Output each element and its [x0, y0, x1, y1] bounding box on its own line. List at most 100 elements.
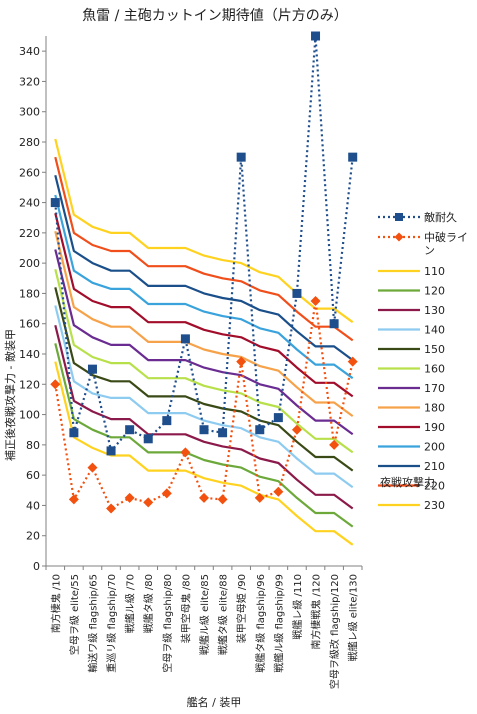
legend-marker: [395, 213, 403, 221]
legend-label: 中破ライン: [424, 230, 468, 257]
series-line: [54, 361, 354, 546]
x-tick-label: 輸送ワ級 flagship/65: [86, 574, 99, 673]
x-tick-label: 空母ヲ級 flagship/80: [161, 574, 174, 673]
y-tick-label: 240: [19, 197, 40, 210]
legend-label: 170: [424, 382, 445, 395]
data-point: [180, 334, 190, 344]
data-point: [199, 425, 209, 435]
series-line: [54, 324, 354, 510]
y-axis-label: 補正後夜戦攻撃力 - 敵装甲: [3, 329, 17, 461]
y-tick-label: 180: [19, 287, 40, 300]
data-point: [310, 296, 321, 306]
series-line: [54, 231, 354, 417]
series-line: [54, 194, 354, 380]
x-tick-label: 空母ヲ級 elite/55: [68, 574, 81, 655]
data-point: [106, 503, 117, 514]
x-axis-label: 艦名 / 装甲: [187, 695, 242, 709]
data-point: [143, 497, 154, 508]
y-tick-label: 100: [19, 409, 40, 422]
legend-marker: [394, 232, 404, 242]
data-point: [161, 488, 172, 499]
data-point: [273, 486, 284, 497]
x-tick-label: 戦艦ル級 flagship/99: [272, 574, 285, 673]
y-tick-label: 60: [26, 469, 40, 482]
x-tick-label: 戦艦ル級 elite/85: [198, 574, 211, 655]
legend-label: 190: [424, 421, 445, 434]
series-line: [54, 343, 354, 528]
data-point: [50, 379, 61, 390]
data-point: [217, 494, 228, 505]
legend-label: 敵耐久: [424, 211, 457, 224]
x-tick-label: 戦艦レ級 elite/130: [347, 574, 360, 661]
data-point: [106, 446, 116, 456]
series-line: [54, 305, 354, 489]
y-tick-label: 80: [26, 439, 40, 452]
data-point: [87, 364, 97, 374]
data-point: [143, 434, 153, 444]
y-tick-label: 40: [26, 499, 40, 512]
legend-label: 220: [424, 480, 445, 493]
y-tick-label: 300: [19, 106, 40, 119]
x-tick-label: 装甲空母姫 /90: [235, 574, 248, 643]
x-tick-label: 重巡リ級 flagship/70: [105, 574, 118, 673]
data-point: [68, 494, 79, 505]
data-point: [292, 288, 302, 298]
series-line: [54, 156, 354, 342]
data-point: [254, 492, 265, 503]
y-tick-label: 120: [19, 378, 40, 391]
series-line: [54, 138, 354, 324]
data-point: [329, 439, 340, 450]
data-point: [329, 319, 339, 329]
x-tick-label: 戦艦タ級 flagship/96: [254, 574, 267, 673]
y-tick-label: 340: [19, 45, 40, 58]
y-tick-label: 220: [19, 227, 40, 240]
data-point: [273, 413, 283, 423]
data-point: [124, 492, 135, 503]
x-tick-label: 戦艦レ級 /110: [291, 574, 304, 640]
y-tick-label: 0: [33, 560, 40, 573]
data-point: [218, 428, 228, 438]
legend-label: 230: [424, 499, 445, 512]
x-tick-label: 戦艦ル級 /70: [124, 574, 137, 633]
legend-label: 110: [424, 265, 445, 278]
legend-label: 160: [424, 363, 445, 376]
series-line: [54, 212, 354, 398]
y-tick-label: 140: [19, 348, 40, 361]
data-point: [347, 356, 358, 367]
data-point: [236, 356, 247, 367]
series-line: [54, 268, 354, 454]
data-point: [236, 152, 246, 162]
x-tick-label: 戦艦タ級 elite/88: [217, 574, 230, 655]
chart-title: 魚雷 / 主砲カットイン期待値（片方のみ）: [82, 8, 348, 24]
x-tick-label: 南方棲鬼 /10: [49, 574, 62, 633]
x-tick-label: 空母ヲ級改 flagship/120: [328, 574, 341, 689]
y-tick-label: 260: [19, 166, 40, 179]
x-tick-label: 装甲空母鬼 /80: [179, 574, 192, 643]
data-point: [311, 31, 321, 41]
series-line: [54, 299, 354, 510]
legend-label: 200: [424, 441, 445, 454]
y-tick-label: 280: [19, 136, 40, 149]
data-point: [50, 198, 60, 208]
data-point: [162, 416, 172, 426]
data-point: [291, 424, 302, 435]
data-point: [87, 462, 98, 473]
y-tick-label: 20: [26, 530, 40, 543]
y-tick-label: 320: [19, 75, 40, 88]
data-point: [199, 492, 209, 503]
y-tick-label: 160: [19, 318, 40, 331]
data-point: [125, 425, 135, 435]
legend-label: 120: [424, 285, 445, 298]
legend-label: 130: [424, 304, 445, 317]
series-line: [54, 34, 354, 452]
series-line: [54, 175, 354, 361]
data-point: [348, 152, 358, 162]
x-tick-label: 南方棲戦鬼 /120: [310, 574, 323, 650]
legend-label: 140: [424, 324, 445, 337]
legend-label: 210: [424, 460, 445, 473]
x-tick-label: 戦艦タ級 /80: [142, 574, 155, 633]
legend-label: 180: [424, 402, 445, 415]
legend-label: 150: [424, 343, 445, 356]
data-point: [180, 447, 191, 458]
